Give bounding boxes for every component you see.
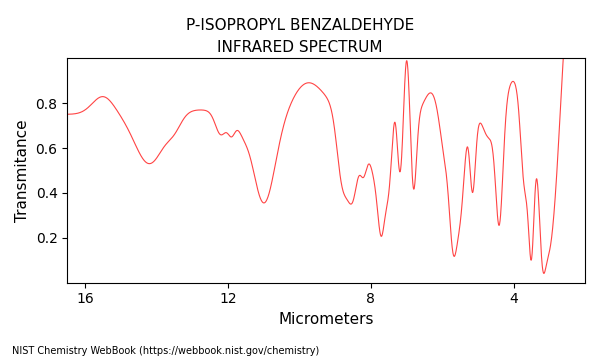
Y-axis label: Transmitance: Transmitance — [15, 119, 30, 222]
Text: P-ISOPROPYL BENZALDEHYDE: P-ISOPROPYL BENZALDEHYDE — [186, 18, 414, 33]
Text: NIST Chemistry WebBook (https://webbook.nist.gov/chemistry): NIST Chemistry WebBook (https://webbook.… — [12, 346, 319, 356]
Text: INFRARED SPECTRUM: INFRARED SPECTRUM — [217, 40, 383, 55]
X-axis label: Micrometers: Micrometers — [278, 312, 374, 327]
